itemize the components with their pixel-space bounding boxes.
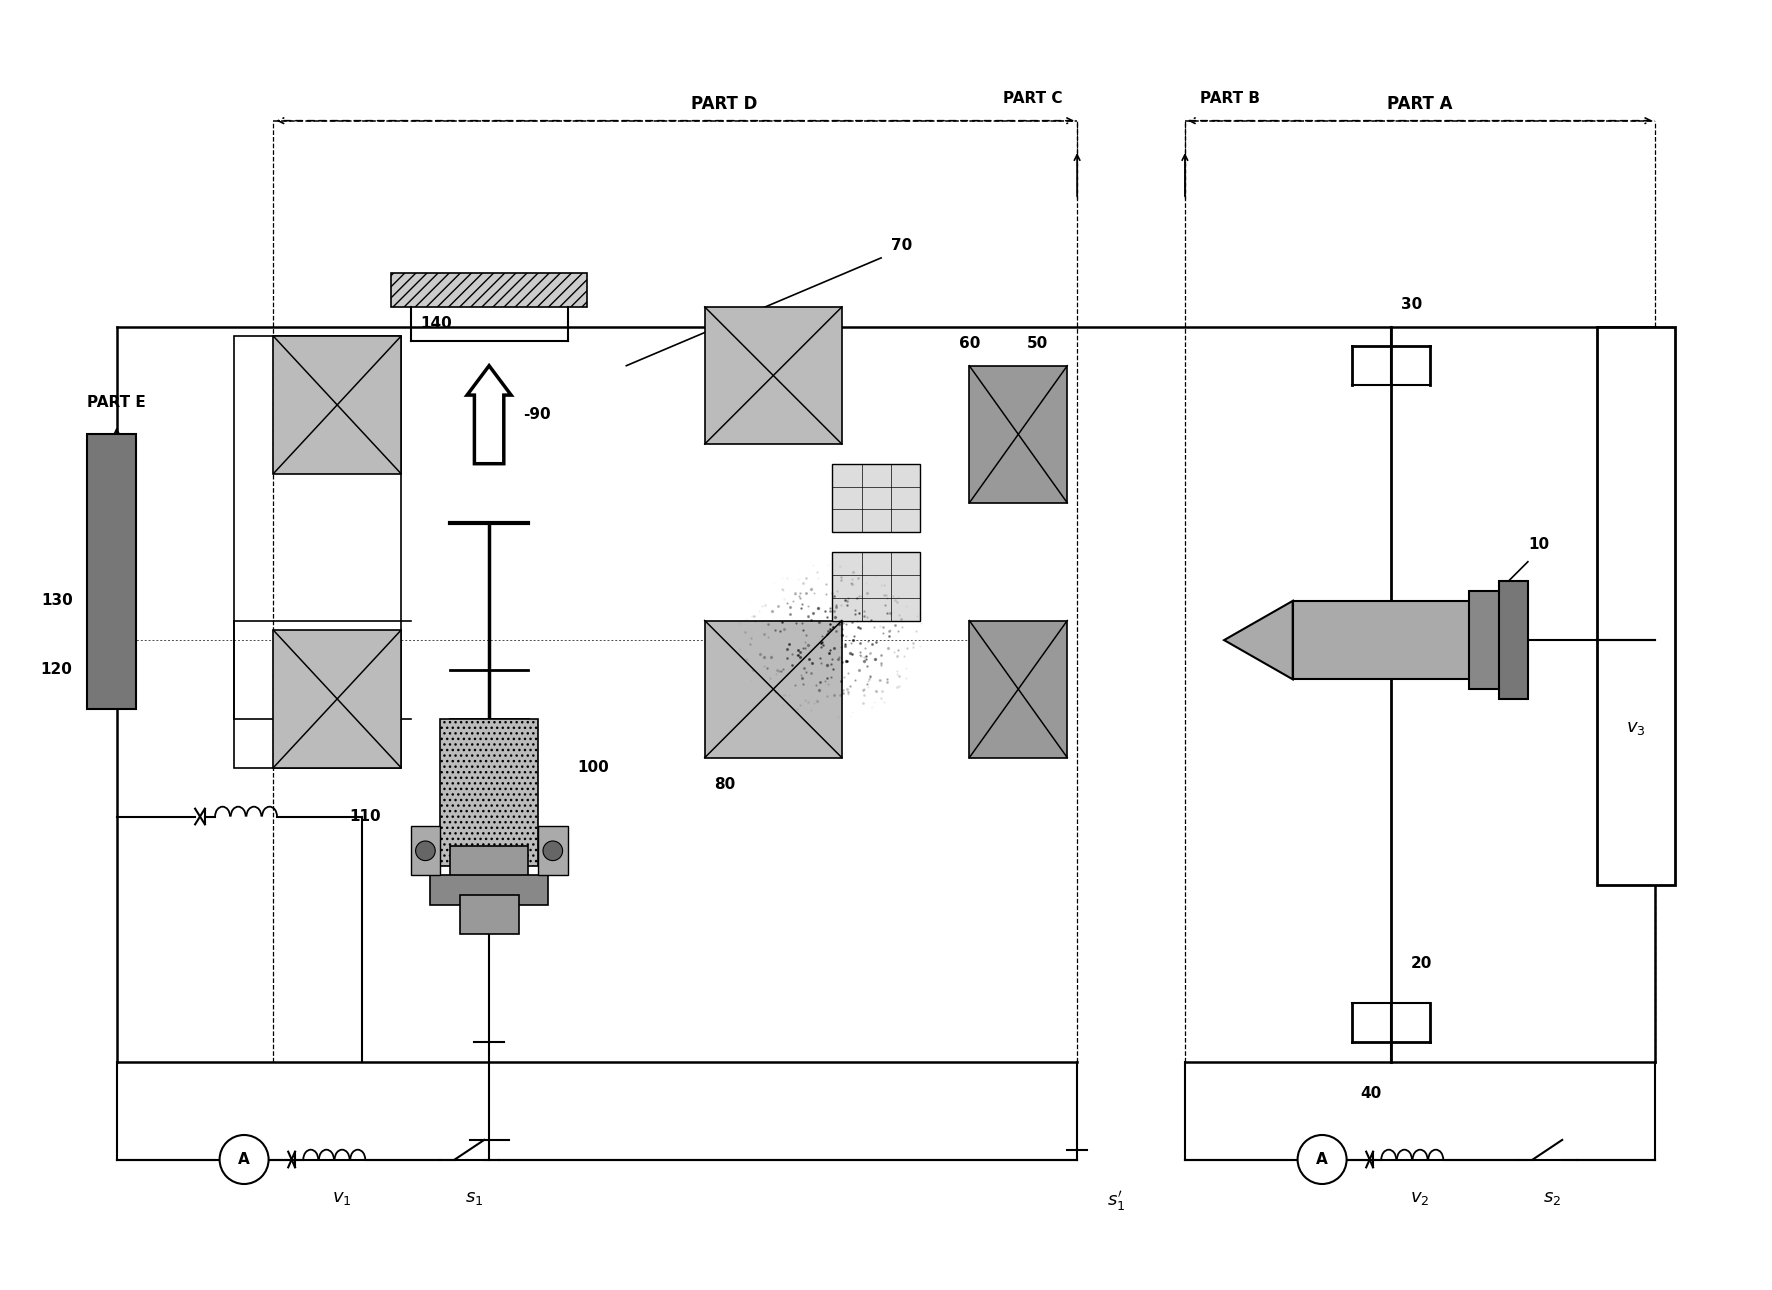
- Text: $s_2$: $s_2$: [1543, 1189, 1561, 1207]
- Text: -90: -90: [523, 408, 551, 422]
- Circle shape: [220, 1135, 269, 1184]
- Text: PART A: PART A: [1387, 95, 1453, 112]
- Bar: [273, 337, 400, 473]
- Bar: [833, 552, 920, 620]
- Bar: [1499, 582, 1527, 699]
- Text: 60: 60: [959, 335, 980, 351]
- Text: 40: 40: [1361, 1086, 1382, 1100]
- Text: 130: 130: [41, 593, 73, 609]
- Bar: [439, 719, 539, 866]
- Bar: [705, 307, 842, 444]
- Circle shape: [542, 841, 562, 860]
- Text: $v_1$: $v_1$: [333, 1189, 353, 1207]
- Bar: [87, 435, 136, 708]
- Circle shape: [416, 841, 436, 860]
- Text: 30: 30: [1400, 297, 1421, 312]
- Bar: [392, 272, 587, 307]
- Bar: [273, 631, 400, 768]
- Text: $v_2$: $v_2$: [1411, 1189, 1430, 1207]
- Text: A: A: [1317, 1152, 1327, 1167]
- Bar: [539, 827, 567, 876]
- Bar: [969, 620, 1067, 757]
- Text: 100: 100: [578, 760, 610, 775]
- Polygon shape: [1224, 601, 1294, 680]
- Text: $s_1$: $s_1$: [466, 1189, 484, 1207]
- Text: 70: 70: [891, 237, 913, 253]
- Text: PART D: PART D: [691, 95, 757, 112]
- Bar: [234, 337, 400, 768]
- Text: A: A: [237, 1152, 250, 1167]
- Bar: [450, 846, 528, 885]
- Text: 10: 10: [1527, 537, 1549, 552]
- Text: 110: 110: [349, 809, 381, 824]
- Bar: [969, 365, 1067, 503]
- Text: 80: 80: [714, 778, 735, 792]
- Text: $v_3$: $v_3$: [1627, 720, 1646, 738]
- Bar: [705, 620, 842, 757]
- Text: 50: 50: [1028, 335, 1049, 351]
- Circle shape: [1297, 1135, 1347, 1184]
- Text: $s_1'$: $s_1'$: [1108, 1189, 1125, 1213]
- Bar: [431, 876, 548, 904]
- Text: 120: 120: [41, 662, 73, 677]
- Text: PART B: PART B: [1200, 92, 1260, 106]
- Bar: [1597, 326, 1675, 885]
- Bar: [411, 827, 439, 876]
- Polygon shape: [468, 365, 510, 463]
- Text: PART E: PART E: [87, 395, 145, 410]
- Text: 140: 140: [420, 316, 452, 332]
- Bar: [1294, 601, 1488, 680]
- Bar: [459, 895, 519, 934]
- Bar: [833, 463, 920, 533]
- Text: PART C: PART C: [1003, 92, 1063, 106]
- Bar: [1469, 591, 1519, 689]
- Text: 20: 20: [1411, 956, 1432, 971]
